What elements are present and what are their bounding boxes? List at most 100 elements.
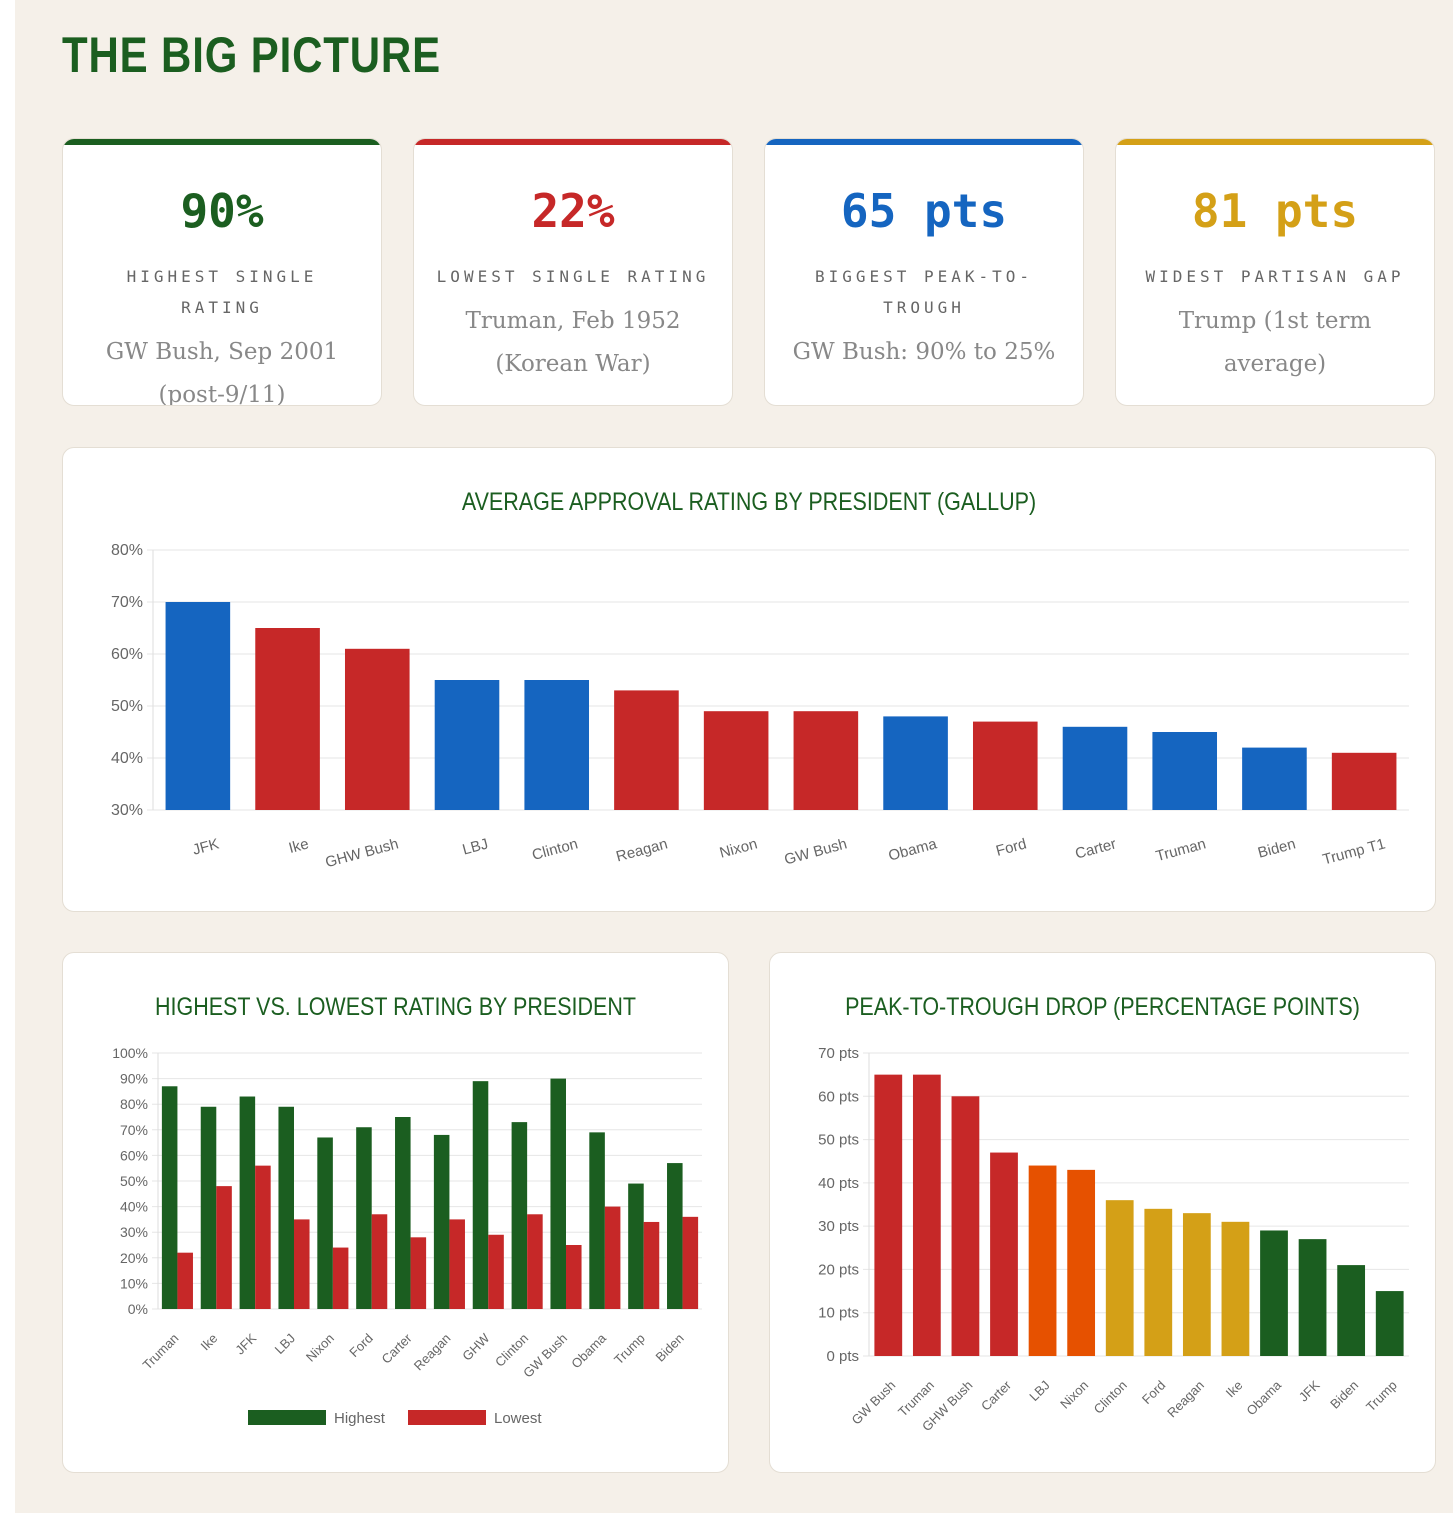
stat-card-peak-to-trough: 65 pts BIGGEST PEAK-TO-TROUGH GW Bush: 9…: [764, 138, 1084, 406]
bar: [165, 602, 231, 810]
x-tick-label: Truman: [1154, 835, 1208, 865]
legend-swatch-highest: [248, 1410, 326, 1425]
stat-accent-bar: [765, 139, 1083, 145]
bar-lowest: [604, 1206, 621, 1309]
bar: [1105, 1200, 1134, 1356]
bar-highest: [550, 1078, 566, 1309]
y-tick-label: 50%: [111, 698, 143, 715]
page: THE BIG PICTURE 90% HIGHEST SINGLE RATIN…: [15, 0, 1453, 1513]
bar: [972, 721, 1038, 810]
x-tick-label: Reagan: [614, 835, 669, 865]
y-tick-label: 0 pts: [826, 1348, 859, 1365]
x-tick-label: Obama: [887, 835, 940, 864]
bar-highest: [589, 1132, 605, 1309]
y-tick-label: 80%: [111, 542, 143, 559]
average-approval-chart: 80% 70% 60% 50% 40% 30% JFK Ike GHW Bush LBJ Clint…: [111, 542, 1409, 871]
bar: [255, 628, 320, 810]
y-tick-label: 0%: [128, 1301, 148, 1317]
bar-lowest: [216, 1186, 232, 1309]
stat-label: HIGHEST SINGLE RATING: [126, 267, 318, 317]
legend-label-lowest: Lowest: [494, 1410, 542, 1427]
bar: [434, 680, 500, 810]
stat-card-highest: 90% HIGHEST SINGLE RATING GW Bush, Sep 2…: [62, 138, 382, 406]
bar-lowest: [294, 1219, 310, 1309]
bar: [614, 690, 679, 810]
x-tick-label: LBJ: [461, 835, 490, 858]
bar-highest: [161, 1086, 178, 1309]
bar: [1182, 1213, 1211, 1356]
high-low-chart-card: HIGHEST VS. LOWEST RATING BY PRESIDENT 1…: [62, 952, 729, 1473]
y-tick-label: 100%: [112, 1045, 148, 1061]
x-tick-label: GHW: [459, 1330, 493, 1364]
x-tick-label: Nixon: [303, 1331, 337, 1365]
bar: [951, 1096, 980, 1356]
x-tick-label: LBJ: [1026, 1378, 1052, 1404]
bar: [793, 711, 859, 810]
legend-swatch-lowest: [408, 1410, 486, 1425]
bar: [1067, 1169, 1096, 1356]
x-tick-label: Nixon: [718, 835, 759, 861]
y-tick-label: 30%: [120, 1224, 148, 1240]
x-tick-label: Nixon: [1057, 1378, 1091, 1412]
bar: [1028, 1165, 1057, 1356]
bar: [1337, 1265, 1366, 1356]
bar-highest: [356, 1127, 372, 1309]
x-tick-label: GHW Bush: [323, 835, 400, 871]
peak-to-trough-chart: 70 pts 60 pts 50 pts 40 pts 30 pts 20 pts 10 p…: [818, 1045, 1409, 1434]
chart-title: AVERAGE APPROVAL RATING BY PRESIDENT (GA…: [461, 488, 1037, 516]
stat-label: BIGGEST PEAK-TO-TROUGH: [814, 267, 1034, 317]
bar: [883, 716, 948, 810]
y-tick-label: 10 pts: [818, 1305, 859, 1322]
bar-highest: [511, 1122, 528, 1309]
bar-lowest: [527, 1214, 543, 1309]
bar-highest: [278, 1106, 294, 1309]
y-tick-label: 40%: [111, 750, 143, 767]
average-approval-chart-card: AVERAGE APPROVAL RATING BY PRESIDENT (GA…: [62, 447, 1436, 912]
x-tick-label: Trump: [1363, 1378, 1400, 1415]
x-tick-label: Truman: [140, 1331, 182, 1373]
bar-lowest: [255, 1165, 271, 1309]
y-tick-label: 20%: [120, 1250, 148, 1266]
bar: [344, 648, 410, 810]
y-tick-label: 30 pts: [818, 1218, 859, 1235]
stat-value: 22%: [531, 184, 615, 238]
x-tick-label: Reagan: [1164, 1378, 1207, 1421]
y-tick-label: 70%: [120, 1122, 148, 1138]
bar-highest: [239, 1096, 256, 1309]
bar: [1062, 726, 1128, 810]
bar: [1331, 752, 1397, 810]
x-tick-label: Ford: [346, 1331, 376, 1361]
chart-title: HIGHEST VS. LOWEST RATING BY PRESIDENT: [154, 993, 637, 1021]
stat-desc: GW Bush: 90% to 25%: [792, 339, 1056, 365]
high-low-chart: 100% 90% 80% 70% 60% 50% 40% 30% 20% 10% 0% Truman I…: [112, 1045, 702, 1427]
stat-accent-bar: [63, 139, 381, 145]
bar-highest: [472, 1081, 489, 1309]
bar: [1144, 1208, 1173, 1356]
x-tick-label: Ford: [994, 835, 1028, 859]
y-tick-label: 70%: [111, 594, 143, 611]
stat-accent-bar: [1116, 139, 1434, 145]
stat-desc: Truman, Feb 1952 (Korean War): [465, 308, 681, 377]
y-tick-label: 50 pts: [818, 1132, 859, 1149]
bar: [1221, 1221, 1250, 1356]
stat-desc: Trump (1st term average): [1178, 308, 1372, 377]
x-tick-label: GW Bush: [782, 835, 848, 868]
x-tick-label: Carter: [379, 1330, 416, 1367]
bar-lowest: [371, 1214, 388, 1309]
bar-lowest: [488, 1234, 504, 1309]
bar-highest: [667, 1163, 683, 1309]
y-tick-label: 40%: [120, 1199, 148, 1215]
x-tick-label: Carter: [978, 1377, 1015, 1414]
x-tick-label: LBJ: [272, 1331, 298, 1357]
stat-value: 65 pts: [840, 184, 1008, 238]
bar: [524, 680, 590, 810]
bar: [990, 1152, 1018, 1356]
bar: [1242, 747, 1307, 810]
stat-value: 90%: [180, 184, 264, 238]
stat-label: LOWEST SINGLE RATING: [436, 267, 710, 286]
y-tick-label: 80%: [120, 1096, 148, 1112]
y-tick-label: 60%: [120, 1147, 148, 1163]
x-tick-label: JFK: [232, 1330, 259, 1357]
bar: [912, 1074, 941, 1356]
x-tick-label: Biden: [653, 1331, 687, 1365]
